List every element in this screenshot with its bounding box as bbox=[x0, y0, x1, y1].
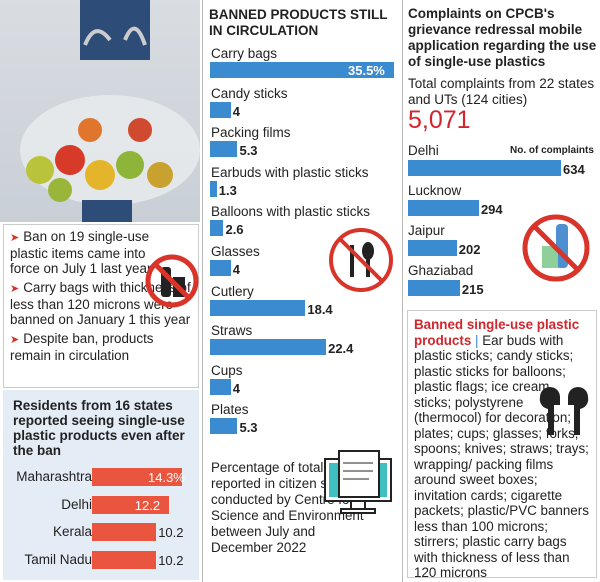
category-label: Tamil Nadu bbox=[24, 551, 92, 567]
bar bbox=[210, 141, 238, 158]
arrow-icon: ➤ bbox=[10, 283, 20, 295]
value-label: 634 bbox=[563, 162, 585, 177]
left-column: ➤ Ban on 19 single-use plastic items came… bbox=[0, 0, 202, 582]
value-label: 35.5% bbox=[348, 63, 385, 78]
value-label: 12.2 bbox=[134, 497, 161, 513]
bar bbox=[408, 280, 460, 296]
bar bbox=[210, 180, 217, 197]
value-label: 14.3% bbox=[148, 470, 185, 485]
category-label: Ghaziabad bbox=[408, 263, 474, 278]
category-label: Candy sticks bbox=[211, 85, 288, 101]
category-label: Jaipur bbox=[408, 223, 445, 238]
bar bbox=[92, 495, 169, 514]
banned-heading: Banned single-use plastic products bbox=[414, 317, 580, 348]
middle-column: BANNED PRODUCTS STILL IN CIRCULATION Car… bbox=[202, 0, 403, 582]
value-label: 10.2 bbox=[158, 552, 184, 568]
bar bbox=[92, 523, 157, 541]
chart-title: Residents from 16 states reported seeing… bbox=[13, 398, 185, 458]
arrow-icon: ➤ bbox=[10, 334, 20, 346]
plastic-bag-photo bbox=[0, 0, 200, 222]
bullet-item: ➤ Ban on 19 single-use plastic items came… bbox=[10, 229, 160, 276]
category-label: Cups bbox=[211, 362, 243, 378]
category-label: Delhi bbox=[408, 143, 439, 158]
total-complaints-text: Total complaints from 22 states and UTs … bbox=[408, 76, 595, 107]
value-label: 5.3 bbox=[239, 143, 258, 159]
no-bottles-icon bbox=[145, 254, 199, 308]
value-label: 10.2 bbox=[158, 525, 184, 540]
no-plastic-bottle-icon bbox=[522, 214, 590, 282]
no-cutlery-icon bbox=[329, 228, 393, 292]
chart-title: BANNED PRODUCTS STILL IN CIRCULATION bbox=[209, 7, 388, 38]
arrow-icon: ➤ bbox=[10, 232, 20, 244]
value-label: 5.3 bbox=[239, 420, 258, 436]
category-label: Kerala bbox=[52, 524, 92, 539]
unit-label: No. of complaints bbox=[510, 145, 594, 156]
bar bbox=[408, 160, 561, 176]
bar bbox=[210, 260, 231, 276]
value-label: 294 bbox=[480, 202, 503, 217]
bar bbox=[210, 62, 394, 78]
value-label: 215 bbox=[461, 282, 484, 297]
bar bbox=[92, 550, 157, 569]
chart-title: Complaints on CPCB's grievance redressal… bbox=[408, 6, 597, 69]
category-label: Earbuds with plastic sticks bbox=[211, 164, 369, 180]
ban-facts: ➤ Ban on 19 single-use plastic items came… bbox=[3, 224, 199, 388]
value-label: 2.6 bbox=[225, 222, 244, 238]
bar bbox=[408, 200, 479, 216]
category-label: Carry bags bbox=[211, 46, 278, 61]
category-label: Maharashtra bbox=[16, 469, 92, 484]
bullet-text: Ban on 19 single-use plastic items came … bbox=[10, 229, 152, 276]
total-complaints-value: 5,071 bbox=[408, 106, 471, 134]
survey-computer-icon bbox=[324, 450, 392, 514]
separator: | bbox=[475, 332, 479, 348]
bar bbox=[210, 299, 306, 316]
banned-list: Ear buds with plastic sticks; candy stic… bbox=[414, 332, 589, 581]
value-label: 22.4 bbox=[328, 341, 354, 357]
bullet-text: Despite ban, products remain in circulat… bbox=[10, 331, 154, 363]
value-label: 18.4 bbox=[307, 301, 333, 317]
bar bbox=[210, 418, 238, 435]
bar bbox=[210, 378, 231, 395]
survey-note: Percentage of total reported in citizen … bbox=[211, 460, 364, 555]
value-label: 4 bbox=[232, 380, 240, 396]
banned-products-box: Banned single-use plastic products | Ear… bbox=[407, 310, 597, 581]
value-label: 1.3 bbox=[218, 182, 237, 198]
right-column: Complaints on CPCB's grievance redressal… bbox=[403, 0, 600, 582]
category-label: Cutlery bbox=[211, 283, 254, 299]
value-label: 4 bbox=[232, 262, 240, 277]
earbuds-icon bbox=[539, 387, 589, 435]
value-label: 4 bbox=[232, 103, 240, 119]
category-label: Lucknow bbox=[408, 183, 462, 198]
category-label: Plates bbox=[211, 402, 249, 418]
category-label: Packing films bbox=[211, 125, 291, 141]
category-label: Balloons with plastic sticks bbox=[211, 204, 371, 220]
bar bbox=[210, 101, 231, 118]
category-label: Straws bbox=[211, 323, 253, 339]
bar bbox=[210, 220, 224, 237]
bar bbox=[92, 468, 182, 486]
bar bbox=[210, 339, 327, 356]
residents-chart: Residents from 16 states reported seeing… bbox=[3, 390, 199, 580]
bullet-item: ➤ Despite ban, products remain in circula… bbox=[10, 331, 160, 363]
value-label: 202 bbox=[458, 242, 481, 257]
category-label: Delhi bbox=[61, 496, 92, 512]
category-label: Glasses bbox=[211, 244, 260, 259]
bar bbox=[408, 240, 457, 256]
